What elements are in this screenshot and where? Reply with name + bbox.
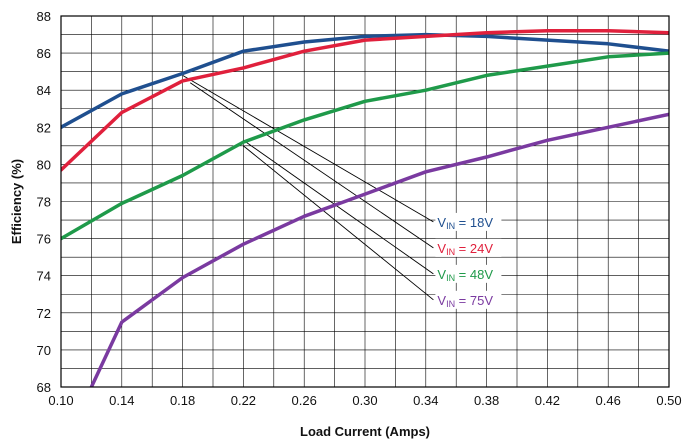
series-line <box>61 51 669 241</box>
annotation-leader-line <box>189 82 434 249</box>
x-tick-label: 0.30 <box>352 393 377 408</box>
y-tick-label: 82 <box>37 120 51 135</box>
x-tick-label: 0.42 <box>535 393 560 408</box>
x-tick-label: 0.38 <box>474 393 499 408</box>
series-line <box>61 29 669 172</box>
grid <box>60 15 670 388</box>
x-tick-label: 0.14 <box>109 393 134 408</box>
x-axis-title: Load Current (Amps) <box>300 424 430 439</box>
series-label-background <box>435 290 502 309</box>
y-tick-label: 88 <box>37 9 51 24</box>
y-tick-label: 86 <box>37 46 51 61</box>
series-labels: VIN = 18V VIN = 24V VIN = 48V VIN = 75V <box>435 212 502 309</box>
series-label-text: VIN = 24V <box>437 241 493 257</box>
x-tick-label: 0.50 <box>656 393 681 408</box>
series-label-text: VIN = 75V <box>437 293 493 309</box>
y-tick-label: 78 <box>37 195 51 210</box>
annotation-leader-line <box>243 139 434 275</box>
series-label: VIN = 75V <box>435 290 502 309</box>
plot-frame <box>60 15 670 388</box>
y-tick-label: 74 <box>37 269 51 284</box>
y-tick-labels: 68 70 72 74 76 78 80 82 84 86 88 <box>37 9 51 395</box>
y-tick-label: 70 <box>37 343 51 358</box>
series-label: VIN = 18V <box>435 212 502 231</box>
annotation-leaders <box>182 74 434 301</box>
series-lines <box>61 29 669 387</box>
y-tick-label: 84 <box>37 83 51 98</box>
series-line <box>89 112 669 387</box>
y-tick-label: 76 <box>37 232 51 247</box>
x-tick-label: 0.26 <box>292 393 317 408</box>
y-tick-label: 72 <box>37 306 51 321</box>
annotation-leader-line <box>182 74 434 223</box>
y-tick-label: 80 <box>37 157 51 172</box>
x-tick-labels: 0.10 0.14 0.18 0.22 0.26 0.30 0.34 0.38 0.42 0.46… <box>48 393 681 408</box>
y-tick-label: 68 <box>37 380 51 395</box>
x-tick-label: 0.34 <box>413 393 438 408</box>
x-tick-label: 0.10 <box>48 393 73 408</box>
series-label: VIN = 48V <box>435 264 502 283</box>
annotation-leader-line <box>243 145 434 301</box>
series-label-background <box>435 238 502 257</box>
series-label-text: VIN = 48V <box>437 267 493 283</box>
x-tick-label: 0.46 <box>596 393 621 408</box>
x-tick-label: 0.18 <box>170 393 195 408</box>
series-label: VIN = 24V <box>435 238 502 257</box>
x-tick-label: 0.22 <box>231 393 256 408</box>
series-label-text: VIN = 18V <box>437 215 493 231</box>
series-line <box>61 32 669 130</box>
series-label-background <box>435 264 502 283</box>
series-label-background <box>435 212 502 231</box>
y-axis-title: Efficiency (%) <box>9 159 24 244</box>
